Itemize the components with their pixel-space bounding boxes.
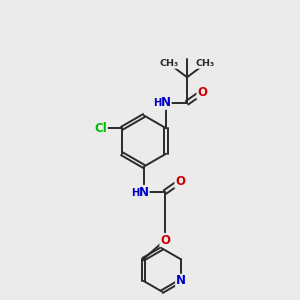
Text: CH₃: CH₃ xyxy=(160,59,178,68)
Text: N: N xyxy=(161,96,171,109)
Text: O: O xyxy=(197,86,207,99)
Text: O: O xyxy=(160,233,170,247)
Text: N: N xyxy=(176,274,186,287)
Text: CH₃: CH₃ xyxy=(196,59,214,68)
Text: Cl: Cl xyxy=(94,122,107,135)
Text: O: O xyxy=(175,175,185,188)
Text: N: N xyxy=(139,185,149,199)
Text: H: H xyxy=(154,98,162,108)
Text: H: H xyxy=(131,188,140,198)
